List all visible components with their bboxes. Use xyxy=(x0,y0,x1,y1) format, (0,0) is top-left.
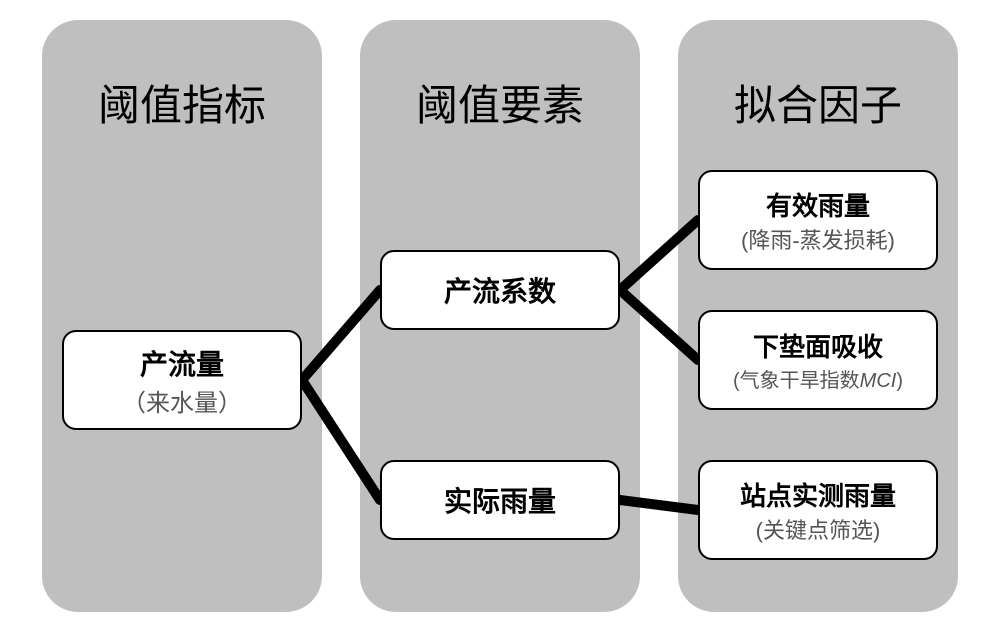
node-runoff-coefficient: 产流系数 xyxy=(380,250,620,330)
column-header-mid: 阈值要素 xyxy=(360,72,640,133)
node-sub: (气象干旱指数MCI) xyxy=(733,364,903,393)
node-sub: （来水量） xyxy=(122,383,242,418)
mci-suffix: ) xyxy=(896,370,903,392)
node-surface-absorption: 下垫面吸收 (气象干旱指数MCI) xyxy=(698,310,938,410)
node-runoff-volume: 产流量 （来水量） xyxy=(62,330,302,430)
node-title: 产流系数 xyxy=(444,270,556,310)
node-title: 有效雨量 xyxy=(766,186,870,223)
mci-italic: MCI xyxy=(860,370,897,392)
node-sub: (关键点筛选) xyxy=(756,513,881,545)
node-sub: (降雨-蒸发损耗) xyxy=(741,223,895,255)
column-header-left: 阈值指标 xyxy=(42,72,322,133)
node-title: 实际雨量 xyxy=(444,480,556,520)
node-title: 站点实测雨量 xyxy=(740,476,896,513)
node-station-measured-rainfall: 站点实测雨量 (关键点筛选) xyxy=(698,460,938,560)
mci-prefix: (气象干旱指数 xyxy=(733,370,860,392)
node-effective-rainfall: 有效雨量 (降雨-蒸发损耗) xyxy=(698,170,938,270)
node-title: 下垫面吸收 xyxy=(753,327,883,364)
node-title: 产流量 xyxy=(140,343,224,383)
column-threshold-indicator: 阈值指标 xyxy=(42,20,322,612)
column-header-right: 拟合因子 xyxy=(678,72,958,133)
node-actual-rainfall: 实际雨量 xyxy=(380,460,620,540)
